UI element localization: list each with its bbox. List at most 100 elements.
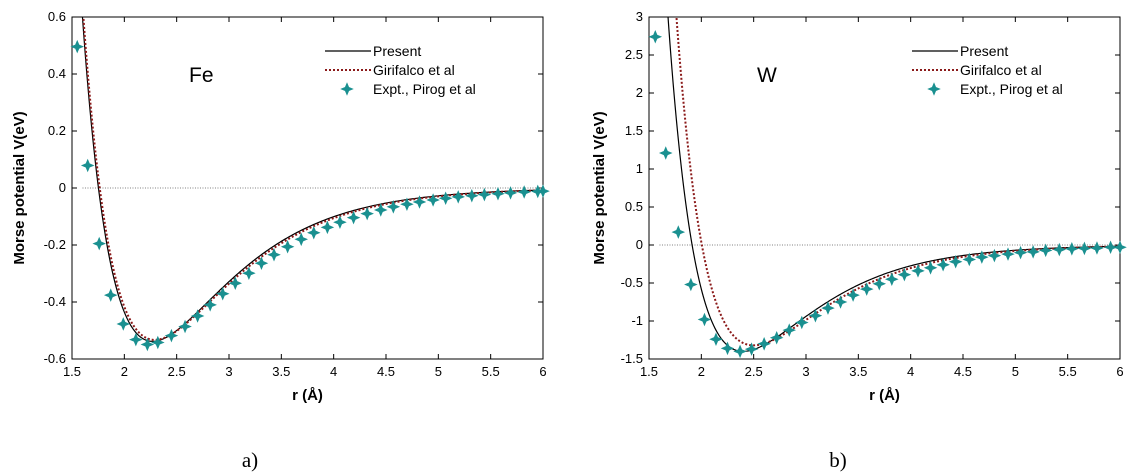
legend-label: Present xyxy=(960,43,1008,59)
y-tick-label: 2.5 xyxy=(625,47,643,62)
panel-caption: a) xyxy=(242,448,258,472)
data-point-marker xyxy=(346,210,361,225)
data-point-marker xyxy=(517,185,531,199)
data-point-marker xyxy=(438,191,453,206)
data-point-marker xyxy=(671,225,686,239)
data-point-marker xyxy=(228,276,243,290)
y-tick-label: 0 xyxy=(636,237,643,252)
x-tick-label: 1.5 xyxy=(640,364,658,379)
y-tick-label: -0.5 xyxy=(621,275,643,290)
data-point-marker xyxy=(503,186,518,200)
x-tick-label: 6 xyxy=(539,364,546,379)
data-point-marker xyxy=(923,261,938,275)
data-point-marker xyxy=(769,330,784,345)
data-point-marker xyxy=(1038,243,1053,258)
y-tick-label: -0.4 xyxy=(44,294,66,309)
data-point-marker xyxy=(103,288,118,302)
data-point-marker xyxy=(1090,241,1104,255)
x-tick-label: 2 xyxy=(121,364,128,379)
y-tick-label: -0.2 xyxy=(44,237,66,252)
legend-label: Girifalco et al xyxy=(960,62,1042,78)
y-tick-label: 0.4 xyxy=(48,66,66,81)
data-point-marker xyxy=(386,200,401,214)
x-tick-label: 3.5 xyxy=(272,364,290,379)
data-point-marker xyxy=(1077,241,1092,256)
data-point-marker xyxy=(733,344,747,359)
data-point-marker xyxy=(744,342,759,356)
y-tick-label: 0.5 xyxy=(625,199,643,214)
data-point-marker xyxy=(1013,245,1028,260)
data-point-marker xyxy=(897,267,912,282)
data-point-marker xyxy=(536,184,550,198)
data-point-marker xyxy=(846,288,860,302)
data-point-marker xyxy=(709,332,723,347)
data-point-marker xyxy=(477,187,492,202)
legend-marker xyxy=(340,82,354,96)
panel-fe: 1.5 2 2.5 3 3.5 4 4.5 5 5.5 6 0.6 0.4 0.2 0 -0.2 -0.4 -0… xyxy=(11,9,550,472)
legend-label: Present xyxy=(373,43,421,59)
data-point-marker xyxy=(821,301,835,315)
data-point-marker xyxy=(833,295,848,309)
x-tick-label: 6 xyxy=(1116,364,1123,379)
data-point-marker xyxy=(400,197,414,212)
y-tick-label: 0 xyxy=(59,180,66,195)
x-tick-label: 5.5 xyxy=(1059,364,1077,379)
x-tick-label: 4 xyxy=(330,364,337,379)
legend-label: Girifalco et al xyxy=(373,62,455,78)
legend-label: Expt., Pirog et al xyxy=(960,81,1063,97)
data-point-marker xyxy=(962,252,977,267)
data-point-marker xyxy=(1001,247,1015,261)
y-tick-label: 2 xyxy=(636,85,643,100)
element-label: W xyxy=(757,64,777,87)
x-tick-label: 3 xyxy=(802,364,809,379)
x-tick-label: 3 xyxy=(225,364,232,379)
data-point-marker xyxy=(254,256,269,271)
data-point-marker xyxy=(697,312,712,327)
data-point-marker xyxy=(782,323,797,337)
data-point-marker xyxy=(648,29,663,44)
x-tick-label: 5 xyxy=(435,364,442,379)
data-point-marker xyxy=(808,308,823,323)
data-point-marker xyxy=(911,264,925,278)
data-point-marker xyxy=(936,257,950,272)
data-point-marker xyxy=(1113,240,1127,255)
x-tick-label: 2.5 xyxy=(168,364,186,379)
plot-area xyxy=(667,17,1120,353)
data-point-marker xyxy=(1026,245,1040,259)
x-tick-label: 5 xyxy=(1012,364,1019,379)
data-point-marker xyxy=(129,332,143,347)
x-tick-label: 4 xyxy=(907,364,914,379)
data-point-marker xyxy=(92,236,106,251)
data-point-marker xyxy=(294,232,308,247)
series-line-girifalco xyxy=(82,17,543,341)
legend-label: Expt., Pirog et al xyxy=(373,81,476,97)
data-point-marker xyxy=(465,188,479,203)
data-point-marker xyxy=(267,247,281,262)
data-point-marker xyxy=(70,39,85,54)
data-point-marker xyxy=(757,337,771,351)
x-axis-label: r (Å) xyxy=(292,387,323,404)
data-point-marker xyxy=(280,239,295,254)
data-point-marker xyxy=(1065,242,1079,256)
data-point-marker xyxy=(720,341,735,356)
panel-w: 1.5 2 2.5 3 3.5 4 4.5 5 5.5 6 3 2.5 2 1.5 1 0.5 0 -0.5 -1 -… xyxy=(591,9,1127,472)
y-tick-label: -0.6 xyxy=(44,351,66,366)
x-tick-label: 4.5 xyxy=(377,364,395,379)
data-point-marker xyxy=(151,335,165,350)
x-tick-label: 2 xyxy=(698,364,705,379)
data-point-marker xyxy=(987,248,1002,263)
y-tick-label: 0.6 xyxy=(48,9,66,24)
data-point-marker xyxy=(320,220,335,235)
data-point-marker xyxy=(242,266,256,280)
element-label: Fe xyxy=(189,64,214,87)
x-tick-label: 2.5 xyxy=(745,364,763,379)
y-tick-label: 0.2 xyxy=(48,123,66,138)
x-tick-label: 3.5 xyxy=(849,364,867,379)
data-point-marker xyxy=(885,272,899,286)
data-point-marker xyxy=(859,282,874,296)
y-tick-label: 3 xyxy=(636,9,643,24)
data-point-marker xyxy=(975,250,989,264)
x-tick-label: 1.5 xyxy=(63,364,81,379)
data-point-marker xyxy=(684,277,698,292)
y-tick-label: 1.5 xyxy=(625,123,643,138)
